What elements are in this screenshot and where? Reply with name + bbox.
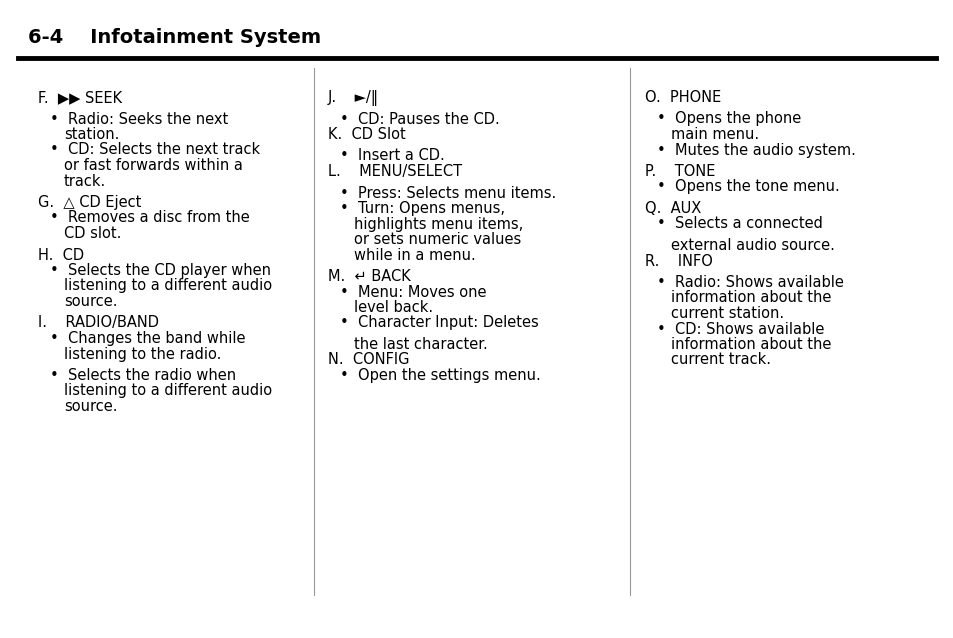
Text: K.  CD Slot: K. CD Slot [328,127,405,142]
Text: information about the: information about the [670,290,830,306]
Text: •  Selects a connected: • Selects a connected [657,216,822,232]
Text: R.    INFO: R. INFO [644,253,712,269]
Text: while in a menu.: while in a menu. [354,248,476,262]
Text: •  Insert a CD.: • Insert a CD. [339,149,444,163]
Text: M.  ↵ BACK: M. ↵ BACK [328,269,411,284]
Text: •  Mutes the audio system.: • Mutes the audio system. [657,142,855,158]
Text: N.  CONFIG: N. CONFIG [328,353,409,367]
Text: or fast forwards within a: or fast forwards within a [64,158,243,173]
Text: main menu.: main menu. [670,127,759,142]
Text: J.    ►/‖: J. ►/‖ [328,90,378,106]
Text: P.    TONE: P. TONE [644,164,715,179]
Text: highlights menu items,: highlights menu items, [354,216,522,232]
Text: CD slot.: CD slot. [64,226,121,241]
Text: •  Turn: Opens menus,: • Turn: Opens menus, [339,201,504,216]
Text: •  Radio: Seeks the next: • Radio: Seeks the next [50,112,228,126]
Text: •  CD: Shows available: • CD: Shows available [657,322,823,336]
Text: •  Opens the tone menu.: • Opens the tone menu. [657,179,839,195]
Text: or sets numeric values: or sets numeric values [354,232,520,247]
Text: current station.: current station. [670,306,783,321]
Text: I.    RADIO/BAND: I. RADIO/BAND [38,316,159,330]
Text: listening to a different audio: listening to a different audio [64,279,272,293]
Text: external audio source.: external audio source. [670,238,834,253]
Text: •  CD: Pauses the CD.: • CD: Pauses the CD. [339,112,499,126]
Text: current track.: current track. [670,353,770,367]
Text: •  CD: Selects the next track: • CD: Selects the next track [50,142,260,158]
Text: G.  △ CD Eject: G. △ CD Eject [38,195,141,210]
Text: information about the: information about the [670,337,830,352]
Text: L.    MENU/SELECT: L. MENU/SELECT [328,164,461,179]
Text: •  Opens the phone: • Opens the phone [657,112,801,126]
Text: source.: source. [64,399,117,414]
Text: •  Removes a disc from the: • Removes a disc from the [50,211,250,225]
Text: •  Character Input: Deletes: • Character Input: Deletes [339,316,538,330]
Text: Q.  AUX: Q. AUX [644,201,700,216]
Text: •  Menu: Moves one: • Menu: Moves one [339,285,486,299]
Text: •  Press: Selects menu items.: • Press: Selects menu items. [339,186,556,200]
Text: the last character.: the last character. [354,337,487,352]
Text: •  Selects the CD player when: • Selects the CD player when [50,263,271,278]
Text: track.: track. [64,174,106,188]
Text: source.: source. [64,294,117,309]
Text: O.  PHONE: O. PHONE [644,90,720,105]
Text: station.: station. [64,127,119,142]
Text: •  Open the settings menu.: • Open the settings menu. [339,368,540,383]
Text: listening to the radio.: listening to the radio. [64,346,221,362]
Text: F.  ▶▶ SEEK: F. ▶▶ SEEK [38,90,122,105]
Text: H.  CD: H. CD [38,248,84,262]
Text: level back.: level back. [354,300,433,315]
Text: •  Selects the radio when: • Selects the radio when [50,368,236,383]
Text: •  Changes the band while: • Changes the band while [50,331,245,346]
Text: •  Radio: Shows available: • Radio: Shows available [657,275,843,290]
Text: listening to a different audio: listening to a different audio [64,383,272,399]
Text: 6-4    Infotainment System: 6-4 Infotainment System [28,28,321,47]
